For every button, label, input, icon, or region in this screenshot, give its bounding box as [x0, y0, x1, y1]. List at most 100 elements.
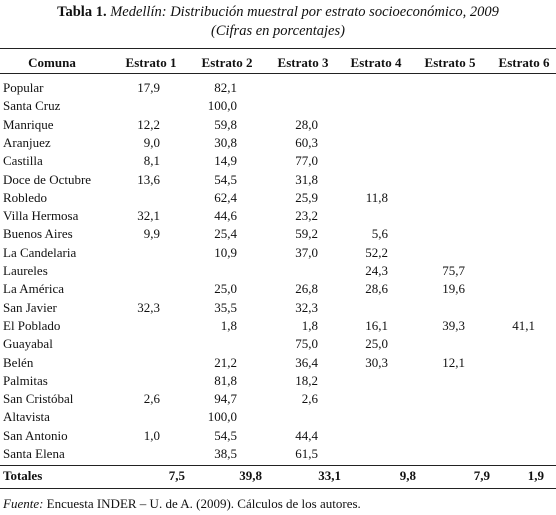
- row-label: Robledo: [3, 189, 48, 205]
- rule: [0, 73, 556, 74]
- cell: 75,7: [442, 263, 465, 278]
- rule: [0, 488, 556, 489]
- cell: 38,5: [214, 446, 237, 461]
- row-label: Popular: [3, 80, 44, 95]
- cell: 12,2: [137, 116, 160, 132]
- cell: 26,8: [295, 281, 318, 297]
- totals-cell: 39,8: [239, 468, 262, 483]
- row-label: San Antonio: [3, 427, 68, 443]
- rule: [0, 48, 556, 49]
- cell: 39,3: [442, 317, 465, 333]
- header-cell: Estrato 2: [201, 55, 253, 70]
- cell: 32,1: [137, 208, 160, 224]
- cell: 5,6: [371, 226, 388, 242]
- cell: 100,0: [207, 409, 237, 425]
- header-cell: Estrato 1: [125, 55, 177, 70]
- cell: 60,3: [295, 134, 318, 150]
- cell: 25,0: [214, 281, 237, 297]
- totals-cell: 1,9: [527, 468, 544, 483]
- cell: 12,1: [442, 354, 465, 370]
- totals-label: Totales: [3, 468, 43, 483]
- cell: 9,9: [143, 226, 160, 242]
- cell: 25,9: [295, 189, 318, 205]
- cell: 30,8: [214, 134, 237, 150]
- cell: 1,8: [220, 317, 237, 333]
- row-label: Guayabal: [3, 336, 53, 352]
- footer-label: Fuente:: [3, 496, 44, 511]
- header-cell: Estrato 4: [350, 55, 402, 70]
- cell: 44,6: [214, 208, 237, 224]
- cell: 59,8: [214, 116, 237, 132]
- cell: 32,3: [295, 299, 318, 315]
- subtitle: (Cifras en porcentajes): [211, 23, 345, 39]
- cell: 100,0: [207, 98, 237, 114]
- cell: 9,0: [143, 134, 160, 150]
- totals-cell: 9,8: [399, 468, 416, 483]
- row-label: El Poblado: [3, 317, 61, 333]
- title-text: Medellín: Distribución muestral por estr…: [110, 4, 499, 20]
- totals-cell: 7,9: [473, 468, 490, 483]
- cell: 2,6: [301, 391, 318, 407]
- row-label: Palmitas: [3, 372, 48, 388]
- row-label: La América: [3, 281, 64, 297]
- cell: 44,4: [295, 427, 318, 443]
- cell: 2,6: [143, 391, 160, 407]
- cell: 41,1: [512, 317, 535, 333]
- cell: 17,9: [137, 80, 160, 95]
- cell: 16,1: [365, 317, 388, 333]
- header-cell: Estrato 3: [277, 55, 329, 70]
- row-label: Aranjuez: [3, 134, 51, 150]
- row-label: Altavista: [3, 409, 50, 425]
- cell: 25,0: [365, 336, 388, 352]
- row-label: Santa Cruz: [3, 98, 61, 114]
- rule: [0, 465, 556, 466]
- cell: 18,2: [295, 372, 318, 388]
- row-label: Buenos Aires: [3, 226, 73, 242]
- row-label: Villa Hermosa: [3, 208, 79, 224]
- cell: 28,6: [365, 281, 388, 297]
- cell: 8,1: [143, 153, 160, 169]
- cell: 62,4: [214, 189, 237, 205]
- cell: 28,0: [295, 116, 318, 132]
- cell: 77,0: [295, 153, 318, 169]
- cell: 75,0: [295, 336, 318, 352]
- cell: 10,9: [214, 244, 237, 260]
- cell: 19,6: [442, 281, 465, 297]
- cell: 94,7: [214, 391, 237, 407]
- cell: 36,4: [295, 354, 318, 370]
- row-label: Belén: [3, 354, 34, 370]
- cell: 1,8: [301, 317, 318, 333]
- totals-cell: 7,5: [168, 468, 185, 483]
- cell: 23,2: [295, 208, 318, 224]
- cell: 54,5: [214, 171, 237, 187]
- cell: 21,2: [214, 354, 237, 370]
- row-label: Laureles: [3, 263, 48, 278]
- row-label: San Javier: [3, 299, 57, 315]
- totals-cell: 33,1: [318, 468, 341, 483]
- cell: 61,5: [295, 446, 318, 461]
- cell: 37,0: [295, 244, 318, 260]
- header-cell: Estrato 6: [498, 55, 550, 70]
- cell: 24,3: [365, 263, 388, 278]
- cell: 52,2: [365, 244, 388, 260]
- cell: 13,6: [137, 171, 160, 187]
- header-cell: Comuna: [28, 55, 76, 70]
- cell: 1,0: [143, 427, 160, 443]
- cell: 35,5: [214, 299, 237, 315]
- cell: 25,4: [214, 226, 237, 242]
- cell: 32,3: [137, 299, 160, 315]
- cell: 14,9: [214, 153, 237, 169]
- row-label: Castilla: [3, 153, 43, 169]
- cell: 81,8: [214, 372, 237, 388]
- cell: 11,8: [365, 189, 388, 205]
- cell: 82,1: [214, 80, 237, 95]
- title: Tabla 1. Medellín: Distribución muestral…: [0, 4, 556, 20]
- row-label: Santa Elena: [3, 446, 65, 461]
- footer: Fuente: Encuesta INDER – U. de A. (2009)…: [3, 496, 361, 512]
- cell: 59,2: [295, 226, 318, 242]
- cell: 54,5: [214, 427, 237, 443]
- row-label: San Cristóbal: [3, 391, 74, 407]
- title-label: Tabla 1.: [57, 4, 107, 20]
- header-cell: Estrato 5: [424, 55, 476, 70]
